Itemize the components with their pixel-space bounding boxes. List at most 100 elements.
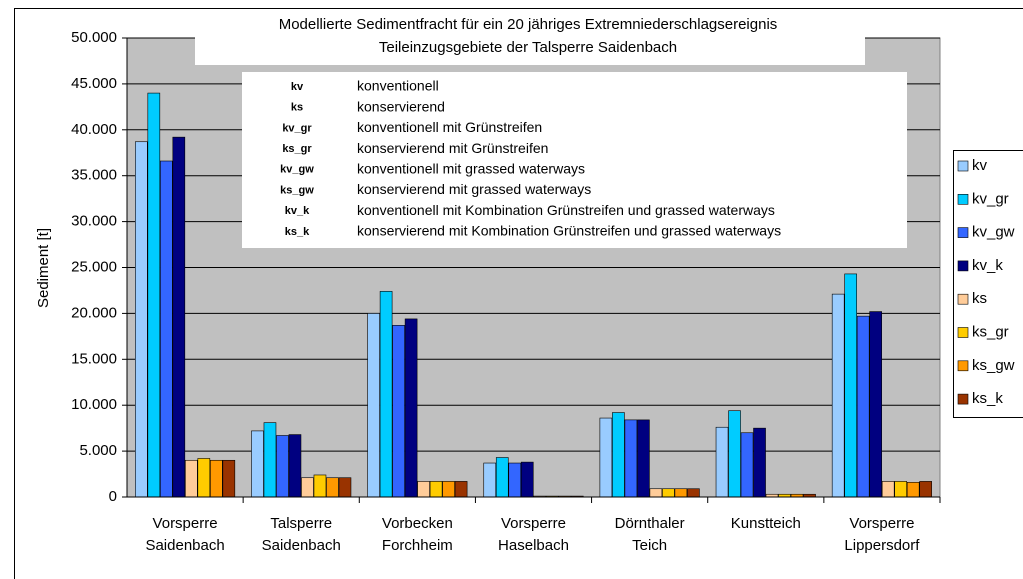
- legend-label: kv_gr: [972, 190, 1009, 207]
- bar: [392, 325, 405, 498]
- bar: [495, 457, 509, 498]
- legend-swatch: [957, 260, 969, 272]
- legend-swatch: [957, 293, 969, 305]
- legend-swatch: [957, 393, 969, 405]
- y-tick-label: 30.000: [71, 213, 117, 230]
- legend-label: kv_k: [972, 257, 1003, 274]
- bar: [483, 462, 497, 498]
- x-tick-label: Dörnthaler Teich: [615, 515, 685, 554]
- annotation-key: ks: [291, 102, 303, 114]
- y-tick-label: 40.000: [71, 121, 117, 138]
- annotation-text: konservierend mit grassed waterways: [357, 181, 591, 197]
- annotation-key: kv_k: [285, 205, 310, 217]
- chart-subtitle: Teileinzugsgebiete der Talsperre Saidenb…: [379, 39, 677, 56]
- bar: [442, 481, 455, 498]
- bar: [687, 488, 700, 498]
- annotation-key: kv: [291, 81, 304, 93]
- bar: [210, 459, 223, 498]
- bar: [263, 422, 277, 498]
- chart-title: Modellierte Sedimentfracht für ein 20 jä…: [279, 16, 778, 33]
- annotation-key: kv_gw: [280, 164, 314, 176]
- legend-label: ks_gr: [972, 323, 1009, 340]
- bar: [251, 430, 264, 498]
- bar: [276, 435, 289, 498]
- bar: [417, 481, 430, 498]
- bar: [856, 315, 870, 498]
- legend-swatch: [957, 360, 969, 372]
- bar: [637, 419, 650, 498]
- bar: [185, 459, 198, 498]
- bar: [674, 488, 688, 498]
- bar: [326, 477, 339, 498]
- annotation-key: ks_gw: [280, 184, 314, 196]
- bar: [135, 141, 148, 498]
- bar: [612, 412, 625, 498]
- bar: [338, 477, 352, 498]
- y-tick-label: 15.000: [71, 350, 117, 367]
- title-box: [195, 10, 865, 65]
- annotation-text: konservierend mit Kombination Grünstreif…: [357, 223, 781, 239]
- bar: [894, 481, 907, 498]
- bar: [313, 474, 327, 498]
- bar: [197, 458, 211, 498]
- bar: [753, 427, 766, 498]
- x-tick-label: Vorsperre Haselbach: [498, 515, 569, 554]
- bar: [454, 481, 468, 498]
- annotation-text: konventionell mit grassed waterways: [357, 161, 585, 177]
- legend-swatch: [957, 327, 969, 338]
- bar: [288, 434, 302, 498]
- bar: [520, 461, 534, 498]
- bar: [906, 482, 920, 498]
- bar: [869, 311, 882, 498]
- legend-label: kv: [972, 157, 988, 174]
- legend-swatch: [957, 227, 969, 238]
- annotation-key: ks_k: [285, 226, 310, 238]
- annotation-key: kv_gr: [282, 122, 312, 134]
- annotation-text: konservierend mit Grünstreifen: [357, 140, 548, 156]
- y-axis-label: Sediment [t]: [35, 228, 52, 308]
- y-tick-label: 35.000: [71, 167, 117, 184]
- y-tick-label: 25.000: [71, 258, 117, 275]
- x-tick-label: Vorsperre Lippersdorf: [844, 515, 920, 554]
- bar: [728, 410, 741, 498]
- y-tick-label: 5.000: [79, 442, 117, 459]
- bar: [662, 488, 675, 498]
- bar: [508, 462, 522, 498]
- y-tick-label: 20.000: [71, 304, 117, 321]
- x-tick-label: Talsperre Saidenbach: [262, 515, 341, 554]
- x-tick-label: Kunstteich: [731, 515, 801, 532]
- legend-label: ks_k: [972, 390, 1003, 407]
- bar: [740, 432, 754, 498]
- bar: [429, 481, 443, 498]
- bar: [160, 160, 173, 498]
- annotation-box: [242, 72, 907, 248]
- bar: [301, 477, 314, 498]
- y-tick-label: 0: [109, 488, 117, 505]
- legend-label: ks_gw: [972, 357, 1015, 374]
- bar: [715, 426, 729, 498]
- bar: [222, 459, 236, 498]
- x-tick-label: Vorsperre Saidenbach: [145, 515, 224, 554]
- bar: [172, 136, 186, 498]
- bar: [881, 481, 895, 498]
- bar: [831, 293, 845, 498]
- annotation-text: konventionell mit Grünstreifen: [357, 119, 542, 135]
- y-tick-label: 45.000: [71, 75, 117, 92]
- y-tick-label: 10.000: [71, 396, 117, 413]
- annotation-text: konservierend: [357, 98, 445, 114]
- legend-label: ks: [972, 290, 987, 307]
- legend-swatch: [957, 160, 969, 172]
- bar: [919, 481, 932, 498]
- bar: [844, 273, 857, 498]
- legend-swatch: [957, 194, 969, 205]
- annotation-text: konventionell mit Kombination Grünstreif…: [357, 202, 775, 218]
- bar: [367, 313, 380, 498]
- legend-label: kv_gw: [972, 224, 1015, 241]
- bar: [649, 488, 663, 498]
- y-tick-label: 50.000: [71, 29, 117, 46]
- bar: [147, 92, 161, 498]
- bar: [599, 417, 613, 498]
- bar: [624, 419, 638, 498]
- bar: [404, 318, 418, 498]
